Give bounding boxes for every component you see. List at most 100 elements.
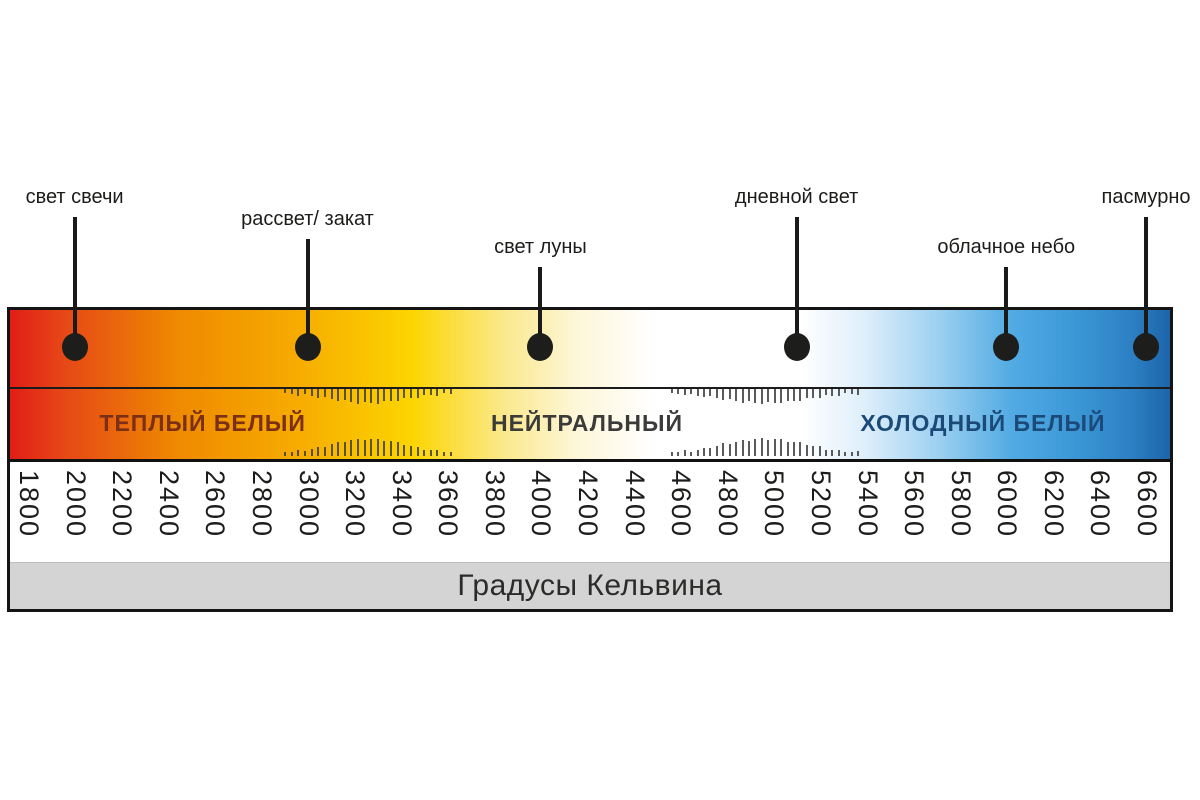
marker-dot [527,333,554,361]
hatch-tick [390,389,393,402]
hatch-tick [356,438,359,456]
hatch-tick [670,452,673,456]
hatch-tick [429,389,432,396]
hatch-tick [423,389,426,396]
hatch-tick [760,438,763,456]
hatch-tick [773,389,776,403]
hatch-tick [715,389,718,399]
hatch-tick [409,445,412,456]
hatch-tick [722,389,725,401]
hatch-tick [696,449,699,456]
hatch-tick [747,440,750,456]
hatch-tick [383,389,386,402]
hatch-tick [683,450,686,456]
marker-label: свет луны [494,236,587,258]
hatch-tick [363,389,366,402]
hatch-tick [416,446,419,456]
axis-tick-label: 3800 [479,470,510,539]
hatch-tick [696,389,699,396]
hatch-tick [799,442,802,456]
axis-tick-label: 4000 [526,470,557,539]
hatch-tick [449,389,452,394]
axis-tick-label: 2800 [246,470,277,539]
axis-tick-label: 4200 [573,470,603,539]
hatch-tick [383,441,386,456]
hatch-tick [735,441,738,456]
marker-label: свет свечи [25,186,124,208]
marker-label: облачное небо [937,236,1076,258]
hatch-tick [844,389,847,394]
marker-dot [61,333,88,361]
hatch-tick [741,389,744,403]
hatch-tick [343,389,346,401]
hatch-tick [780,438,783,456]
marker-label: дневной свет [734,186,859,208]
hatch-tick [290,451,293,456]
marker-pointer-line [72,217,77,347]
hatch-tick [722,443,725,456]
marker-dot [993,333,1020,361]
axis-tick-label: 6600 [1132,470,1162,539]
hatch-tick [690,389,693,394]
hatch-tick [690,451,693,456]
hatch-tick [403,389,406,399]
hatch-tick [290,389,293,395]
axis-tick-label: 6200 [1038,470,1069,539]
hatch-tick [396,441,399,456]
axis-tick-label: 3000 [293,470,324,539]
gradient-bottom-border [10,459,1170,462]
hatch-tick [677,389,680,395]
hatch-tick [409,389,412,399]
hatch-tick [356,389,359,404]
hatch-tick [818,389,821,399]
hatch-tick [825,449,828,456]
hatch-tick [792,441,795,456]
hatch-tick [363,440,366,456]
hatch-tick [403,445,406,456]
hatch-tick [370,389,373,403]
hatch-tick [857,451,860,456]
hatch-tick [786,441,789,456]
axis-tick-label: 1800 [14,470,44,539]
marker-pointer-line [794,217,799,347]
hatch-tick [786,389,789,401]
hatch-tick [343,442,346,456]
axis-tick-label: 6400 [1085,470,1116,539]
marker-pointer-line [1004,267,1009,347]
hatch-tick [390,441,393,456]
marker-pointer-line [538,267,543,347]
axis-title: Градусы Кельвина [457,569,723,602]
hatch-tick [831,389,834,396]
hatch-tick [857,389,860,395]
hatch-tick [330,444,333,456]
hatch-tick [449,452,452,456]
hatch-tick [317,446,320,456]
marker-dot [1133,333,1159,361]
hatch-tick [792,389,795,401]
kelvin-axis-band [10,462,1170,562]
hatch-tick [754,439,757,456]
hatch-tick [442,452,445,456]
axis-tick-label: 2400 [153,470,184,539]
hatch-tick [702,447,705,456]
hatch-tick [350,389,353,403]
hatch-tick [370,439,373,456]
hatch-tick [442,389,445,394]
hatch-tick [677,451,680,456]
axis-tick-label: 3200 [340,470,371,539]
hatch-tick [844,452,847,456]
axis-tick-label: 6000 [992,470,1023,539]
zone-label: НЕЙТРАЛЬНЫЙ [490,410,684,436]
axis-title-band: Градусы Кельвина [10,562,1170,609]
hatch-tick [850,389,853,395]
zone-label: ХОЛОДНЫЙ БЕЛЫЙ [860,410,1106,436]
hatch-tick [780,389,783,404]
hatch-tick [850,451,853,456]
axis-tick-label: 2200 [107,470,138,539]
hatch-tick [818,446,821,456]
hatch-tick [323,446,326,456]
axis-tick-label: 5800 [945,470,976,539]
hatch-tick [709,389,712,397]
axis-tick-label: 3400 [386,470,417,539]
